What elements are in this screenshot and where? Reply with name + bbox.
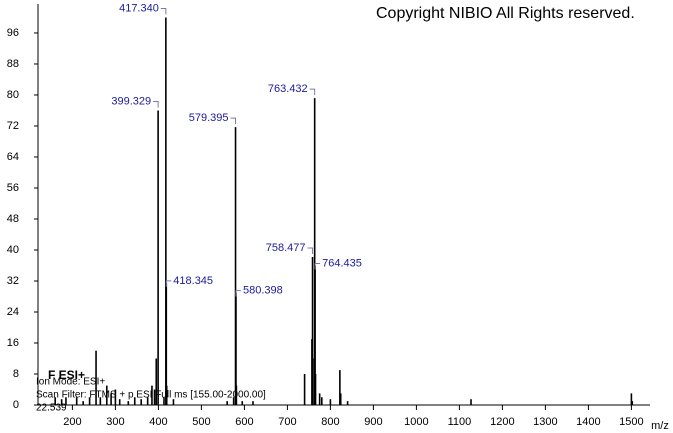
y-tick-label: 40 — [7, 244, 19, 256]
x-tick-label: 300 — [106, 416, 124, 428]
y-tick-label: 0 — [13, 399, 19, 411]
label-connector — [307, 247, 314, 254]
label-connector — [314, 262, 321, 270]
info-line: Ion Mode: ESI+ — [36, 377, 105, 388]
y-tick-label: 88 — [7, 58, 19, 70]
x-tick-label: 1400 — [576, 416, 600, 428]
mode-title: F ESI+ — [48, 368, 85, 382]
peak-label: 764.435 — [322, 257, 362, 269]
info-line: Scan Filter: FTMS + p ESI Full ms [155.0… — [36, 390, 266, 401]
y-tick-label: 24 — [7, 306, 19, 318]
x-tick-label: 700 — [278, 416, 296, 428]
peak-label: 758.477 — [266, 242, 306, 254]
label-connector — [235, 290, 241, 297]
y-tick-label: 72 — [7, 120, 19, 132]
x-tick-label: 200 — [63, 416, 81, 428]
x-tick-label: 500 — [192, 416, 210, 428]
peak-label: 763.432 — [268, 83, 308, 95]
x-tick-label: 1500 — [619, 416, 643, 428]
x-tick-label: 1100 — [448, 416, 472, 428]
y-tick-label: 64 — [7, 151, 19, 163]
x-tick-label: 1000 — [404, 416, 428, 428]
x-axis-label: m/z — [651, 420, 669, 432]
y-tick-label: 8 — [13, 368, 19, 380]
label-connector — [309, 88, 316, 96]
peak-label: 399.329 — [111, 95, 151, 107]
copyright: Copyright NIBIO All Rights reserved. — [376, 5, 635, 22]
info-line: 22.539 — [36, 403, 67, 414]
x-tick-label: 800 — [321, 416, 339, 428]
y-tick-label: 56 — [7, 182, 19, 194]
x-tick-label: 1200 — [490, 416, 514, 428]
label-connector — [165, 280, 172, 287]
x-tick-label: 900 — [364, 416, 382, 428]
label-connector — [153, 100, 159, 108]
x-tick-label: 400 — [149, 416, 167, 428]
x-tick-label: 600 — [235, 416, 253, 428]
y-tick-label: 32 — [7, 275, 19, 287]
peak-label: 418.345 — [173, 275, 213, 287]
y-tick-label: 48 — [7, 213, 19, 225]
peak-label: 417.340 — [119, 2, 159, 14]
peak-label: 580.398 — [243, 285, 283, 297]
y-tick-label: 96 — [7, 27, 19, 39]
label-connector — [230, 117, 237, 125]
peak-label: 579.395 — [189, 112, 229, 124]
y-tick-label: 80 — [7, 89, 19, 101]
y-tick-label: 16 — [7, 337, 19, 349]
x-tick-label: 1300 — [533, 416, 557, 428]
label-connector — [160, 7, 167, 15]
